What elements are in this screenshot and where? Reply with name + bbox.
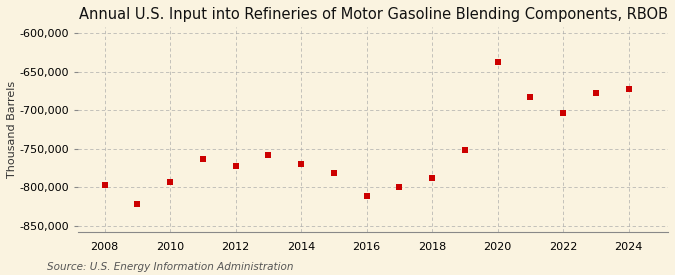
Point [329,171,340,176]
Point [623,87,634,91]
Point [591,91,601,96]
Point [165,180,176,184]
Point [296,162,306,166]
Title: Annual U.S. Input into Refineries of Motor Gasoline Blending Components, RBOB: Annual U.S. Input into Refineries of Mot… [79,7,668,22]
Point [132,202,142,206]
Point [361,194,372,199]
Point [263,153,274,157]
Point [394,185,405,189]
Point [558,111,568,115]
Point [525,95,536,100]
Point [492,60,503,64]
Point [99,183,110,187]
Point [230,164,241,169]
Text: Source: U.S. Energy Information Administration: Source: U.S. Energy Information Administ… [47,262,294,272]
Point [427,176,437,180]
Point [198,156,209,161]
Y-axis label: Thousand Barrels: Thousand Barrels [7,81,17,178]
Point [460,148,470,153]
